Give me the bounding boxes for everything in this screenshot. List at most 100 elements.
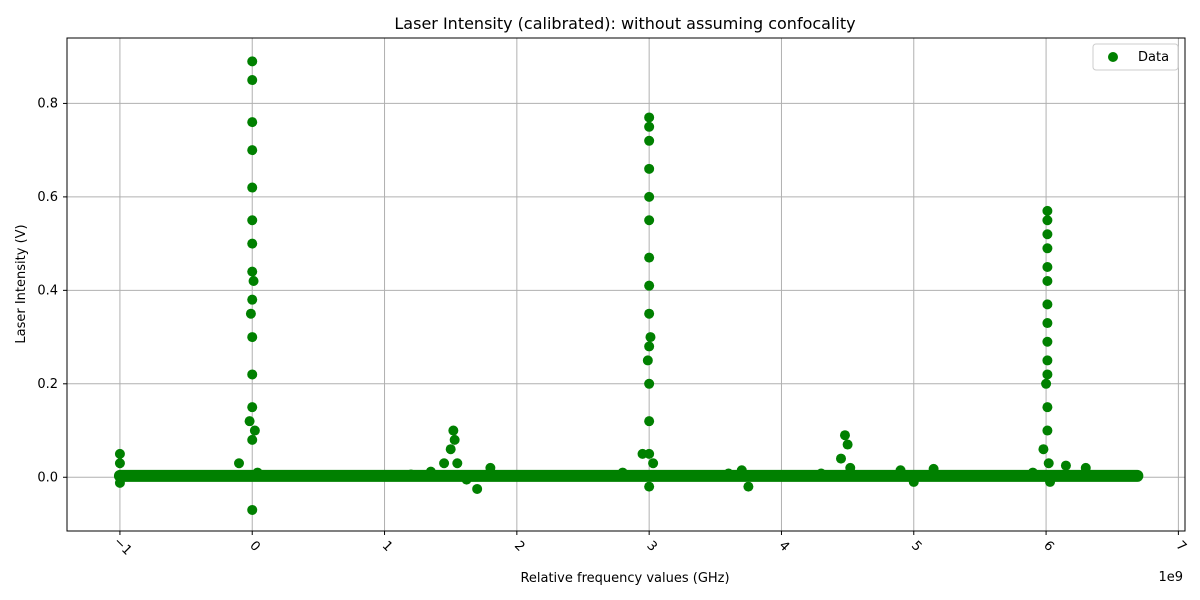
data-point <box>763 470 774 481</box>
data-point <box>245 308 256 319</box>
data-point <box>1042 402 1053 413</box>
data-point <box>247 117 258 128</box>
data-point <box>1042 229 1053 240</box>
data-point <box>1042 336 1053 347</box>
data-point <box>247 238 258 249</box>
data-point <box>249 425 260 436</box>
data-point <box>538 471 549 482</box>
data-point <box>247 402 258 413</box>
data-point <box>644 448 655 459</box>
data-point <box>114 477 125 488</box>
data-point <box>1041 378 1052 389</box>
data-point <box>1038 444 1049 455</box>
y-tick-label: 0.4 <box>37 283 58 298</box>
data-point <box>1027 467 1038 478</box>
data-point <box>644 481 655 492</box>
data-point <box>644 121 655 132</box>
data-point <box>353 470 364 481</box>
data-point <box>1060 460 1071 471</box>
y-tick-label: 0.0 <box>37 470 58 485</box>
grid <box>67 38 1185 531</box>
data-point <box>642 355 653 366</box>
data-point <box>439 458 450 469</box>
data-point <box>485 462 496 473</box>
data-point <box>326 471 337 482</box>
data-point <box>244 416 255 427</box>
x-tick-label: 2 <box>511 538 527 554</box>
data-point <box>406 469 416 480</box>
y-axis-label: Laser Intensity (V) <box>14 224 29 343</box>
x-tick-label: −1 <box>110 534 134 558</box>
legend: Data <box>1092 43 1179 71</box>
data-point <box>247 369 258 380</box>
data-point <box>845 462 856 473</box>
data-point <box>247 56 258 67</box>
data-point <box>644 252 655 263</box>
data-point <box>670 470 681 481</box>
data-point <box>1045 476 1056 487</box>
legend-label: Data <box>1138 50 1169 65</box>
data-point <box>974 471 985 482</box>
data-point <box>1042 318 1053 329</box>
x-tick-label: 5 <box>908 538 924 554</box>
x-tick-label: 1 <box>379 538 395 554</box>
data-point <box>141 470 152 481</box>
x-tick-label: 3 <box>643 538 659 554</box>
data-point <box>839 430 850 441</box>
data-point <box>648 458 659 469</box>
data-point <box>1001 470 1012 481</box>
data-point <box>948 470 959 481</box>
x-axis: −1 0 1 2 3 4 5 6 7 <box>110 531 1189 559</box>
data-point <box>247 504 258 515</box>
data-point <box>842 439 853 450</box>
legend-box <box>1092 43 1179 71</box>
data-point <box>248 275 259 286</box>
y-tick-label: 0.6 <box>37 190 58 205</box>
data-point <box>908 476 919 487</box>
x-tick-label: 4 <box>776 538 792 554</box>
data-point <box>247 332 258 343</box>
data-point <box>895 465 906 476</box>
data-point <box>644 112 655 123</box>
data-point <box>644 416 655 427</box>
data-point <box>644 191 655 202</box>
data-point <box>461 474 472 485</box>
x-tick-label: 0 <box>246 538 262 554</box>
data-point <box>697 471 708 482</box>
data-point <box>736 465 747 476</box>
data-point <box>449 434 460 445</box>
data-point <box>617 467 628 478</box>
data-point <box>1042 215 1053 226</box>
scatter-points <box>113 56 1144 515</box>
data-point <box>167 471 178 482</box>
data-point <box>472 483 483 494</box>
data-point <box>1043 458 1054 469</box>
data-point <box>1042 369 1053 380</box>
data-point <box>247 182 258 193</box>
y-tick-label: 0.8 <box>37 96 58 111</box>
data-point <box>644 308 655 319</box>
chart-title: Laser Intensity (calibrated): without as… <box>394 14 855 33</box>
data-point <box>928 463 939 474</box>
data-point <box>816 468 827 479</box>
data-point <box>511 470 522 481</box>
data-point <box>644 135 655 146</box>
data-point <box>1042 243 1053 254</box>
data-point <box>644 341 655 352</box>
data-point <box>194 470 205 481</box>
x-axis-label: Relative frequency values (GHz) <box>520 571 729 586</box>
data-point <box>247 145 258 156</box>
data-point <box>644 215 655 226</box>
data-point <box>1042 275 1053 286</box>
data-point <box>252 467 263 478</box>
data-point <box>591 470 602 481</box>
data-point <box>452 458 463 469</box>
data-point <box>247 434 258 445</box>
data-point <box>644 378 655 389</box>
data-point <box>644 280 655 291</box>
x-tick-label: 7 <box>1173 538 1189 554</box>
data-point <box>1042 299 1053 310</box>
data-point <box>645 332 656 343</box>
data-point <box>220 470 231 481</box>
